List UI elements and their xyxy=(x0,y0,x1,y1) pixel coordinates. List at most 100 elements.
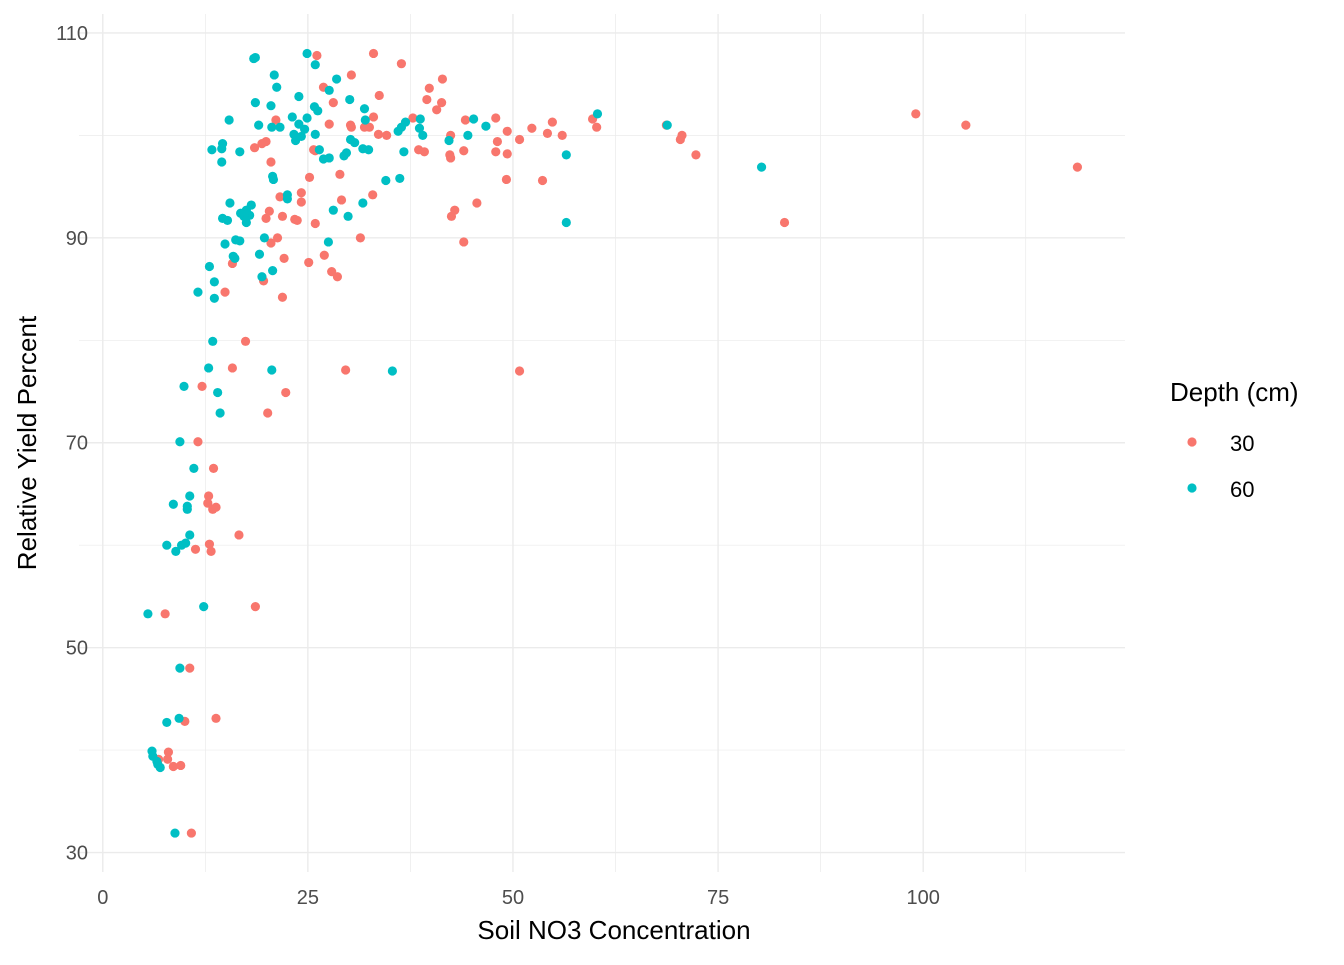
data-point-depth-60 xyxy=(387,366,397,376)
data-point-depth-60 xyxy=(235,147,245,157)
data-point-depth-60 xyxy=(358,198,368,208)
data-point-depth-30 xyxy=(346,70,356,80)
data-point-depth-30 xyxy=(304,172,315,183)
x-tick-label: 50 xyxy=(502,887,524,909)
y-axis-title: Relative Yield Percent xyxy=(12,315,42,570)
data-point-depth-30 xyxy=(332,272,343,282)
data-point-depth-60 xyxy=(414,123,425,133)
data-point-depth-30 xyxy=(250,602,260,612)
data-point-depth-60 xyxy=(318,154,329,164)
data-point-depth-30 xyxy=(446,211,457,221)
data-point-depth-60 xyxy=(217,157,227,167)
data-point-depth-60 xyxy=(275,122,285,132)
data-point-depth-30 xyxy=(266,157,276,167)
data-point-depth-30 xyxy=(296,188,306,198)
data-points xyxy=(143,48,1083,838)
legend-key-60 xyxy=(1187,483,1197,493)
data-point-depth-60 xyxy=(287,112,297,122)
data-point-depth-60 xyxy=(162,540,172,550)
data-point-depth-30 xyxy=(424,83,434,93)
data-point-depth-30 xyxy=(432,105,442,115)
data-point-depth-30 xyxy=(271,115,281,125)
data-point-depth-30 xyxy=(240,336,251,346)
data-point-depth-60 xyxy=(444,135,454,146)
data-point-depth-60 xyxy=(290,135,301,146)
data-point-depth-30 xyxy=(261,213,271,223)
data-point-depth-30 xyxy=(502,126,512,136)
legend-label-60: 60 xyxy=(1230,477,1254,502)
data-point-depth-60 xyxy=(313,106,323,116)
data-point-depth-60 xyxy=(662,120,672,130)
data-point-depth-30 xyxy=(234,530,244,540)
data-point-depth-60 xyxy=(469,114,479,124)
data-point-depth-60 xyxy=(359,104,370,114)
data-point-depth-30 xyxy=(208,463,219,473)
data-point-depth-60 xyxy=(204,363,214,373)
data-point-depth-30 xyxy=(396,59,407,69)
data-point-depth-30 xyxy=(335,169,345,179)
data-point-depth-60 xyxy=(272,82,282,92)
data-point-depth-60 xyxy=(217,144,227,154)
y-tick-label: 110 xyxy=(56,23,88,45)
data-point-depth-60 xyxy=(343,211,353,221)
data-point-depth-30 xyxy=(472,198,482,208)
data-point-depth-30 xyxy=(211,502,221,512)
data-point-depth-60 xyxy=(592,109,603,119)
data-point-depth-60 xyxy=(179,381,189,391)
data-point-depth-60 xyxy=(324,85,334,95)
data-point-depth-30 xyxy=(359,122,370,132)
data-point-depth-60 xyxy=(168,499,178,509)
data-point-depth-60 xyxy=(267,122,277,132)
data-point-depth-30 xyxy=(779,217,790,228)
data-point-depth-60 xyxy=(170,828,180,838)
data-point-depth-30 xyxy=(277,292,288,302)
x-axis-title: Soil NO3 Concentration xyxy=(477,915,750,945)
y-tick-labels: 30 50 70 90 110 xyxy=(56,23,88,865)
data-point-depth-60 xyxy=(268,174,279,185)
data-point-depth-60 xyxy=(204,261,215,272)
data-point-depth-60 xyxy=(171,546,181,556)
data-point-depth-60 xyxy=(310,129,320,139)
data-point-depth-30 xyxy=(220,287,230,297)
data-point-depth-30 xyxy=(186,828,196,838)
data-point-depth-60 xyxy=(207,145,217,155)
data-point-depth-30 xyxy=(345,120,356,130)
data-point-depth-30 xyxy=(514,134,525,145)
data-point-depth-60 xyxy=(399,147,409,157)
data-point-depth-60 xyxy=(756,162,767,172)
y-tick-label: 50 xyxy=(66,638,88,660)
data-point-depth-30 xyxy=(368,190,378,200)
data-point-depth-30 xyxy=(203,498,213,508)
data-point-depth-30 xyxy=(168,761,178,772)
data-point-depth-30 xyxy=(459,237,469,247)
data-point-depth-60 xyxy=(345,134,356,145)
data-point-depth-60 xyxy=(302,113,312,123)
data-point-depth-30 xyxy=(501,174,512,185)
data-point-depth-60 xyxy=(328,205,338,215)
data-point-depth-60 xyxy=(282,194,292,204)
legend-label-30: 30 xyxy=(1230,431,1254,456)
data-point-depth-30 xyxy=(281,387,291,398)
legend-title: Depth (cm) xyxy=(1170,377,1299,407)
data-point-depth-60 xyxy=(302,48,312,59)
data-point-depth-60 xyxy=(182,501,192,511)
data-point-depth-60 xyxy=(174,713,184,723)
data-point-depth-30 xyxy=(324,119,334,129)
data-point-depth-60 xyxy=(249,53,259,64)
data-point-depth-30 xyxy=(257,138,267,149)
data-point-depth-30 xyxy=(437,74,448,84)
data-point-depth-60 xyxy=(415,114,425,124)
data-point-depth-30 xyxy=(961,120,971,130)
data-point-depth-60 xyxy=(143,609,153,619)
x-tick-labels: 0 25 50 75 100 xyxy=(97,887,940,909)
data-point-depth-60 xyxy=(418,130,428,141)
data-point-depth-60 xyxy=(323,237,333,247)
data-point-depth-60 xyxy=(224,115,234,125)
data-point-depth-30 xyxy=(312,50,322,61)
data-point-depth-60 xyxy=(269,70,279,80)
data-point-depth-60 xyxy=(481,121,491,131)
data-point-depth-60 xyxy=(395,173,405,184)
data-point-depth-60 xyxy=(561,217,571,228)
data-point-depth-60 xyxy=(209,293,219,303)
data-point-depth-30 xyxy=(537,175,548,186)
